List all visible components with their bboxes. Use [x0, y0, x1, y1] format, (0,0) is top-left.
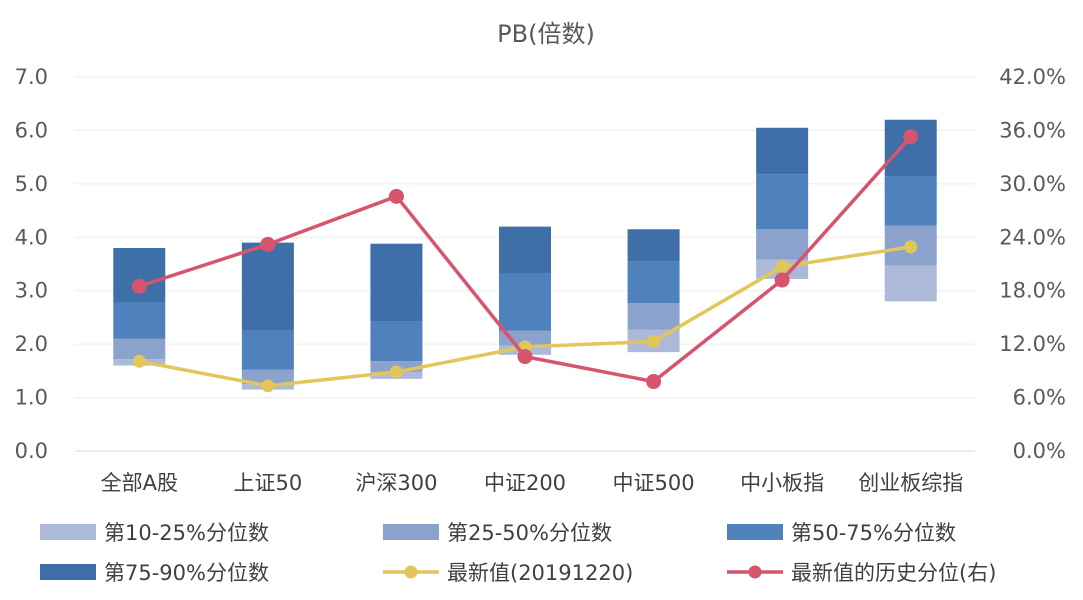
latest-value-point [261, 379, 275, 393]
legend-swatch [383, 524, 439, 540]
bar-segment-50-75 [884, 176, 937, 226]
legend-label: 第25-50%分位数 [447, 521, 612, 545]
left-tick-label: 0.0 [15, 439, 48, 463]
bar-segment-25-50 [627, 303, 680, 330]
right-tick-label: 6.0% [1013, 386, 1066, 410]
legend: 第10-25%分位数 第25-50%分位数 第50-75%分位数第75-90%分位数… [40, 521, 996, 585]
legend-swatch [40, 524, 96, 540]
bar-segment-75-90 [627, 229, 680, 262]
percentile-point [388, 188, 404, 204]
bar-segment-10-25 [884, 265, 937, 302]
category-label: 中证500 [613, 471, 695, 495]
bar-segment-50-75 [113, 302, 166, 339]
category-labels: 全部A股 上证50 沪深300 中证200 中证500 中小板指 创业板综指 [101, 471, 964, 495]
left-tick-label: 6.0 [15, 118, 48, 142]
percentile-point [517, 349, 533, 365]
legend-label: 最新值(20191220) [447, 561, 633, 585]
left-tick-label: 1.0 [15, 386, 48, 410]
bar-segment-75-90 [241, 242, 294, 331]
left-tick-label: 7.0 [15, 65, 48, 89]
legend-marker [748, 565, 762, 579]
bar-segment-25-50 [113, 338, 166, 360]
latest-value-point [904, 240, 918, 254]
legend-swatch [40, 564, 96, 580]
category-label: 沪深300 [355, 471, 437, 495]
left-tick-label: 3.0 [15, 279, 48, 303]
right-tick-label: 24.0% [999, 225, 1066, 249]
bar-segment-75-90 [370, 243, 423, 322]
latest-value-point [132, 354, 146, 368]
category-label: 创业板综指 [858, 471, 963, 495]
right-tick-label: 36.0% [999, 118, 1066, 142]
right-tick-label: 12.0% [999, 332, 1066, 356]
legend-label: 第50-75%分位数 [791, 521, 956, 545]
percentile-point [646, 374, 662, 390]
right-tick-label: 42.0% [999, 65, 1066, 89]
legend-swatch [727, 524, 783, 540]
right-tick-label: 0.0% [1013, 439, 1066, 463]
category-label: 中证200 [484, 471, 566, 495]
right-tick-label: 18.0% [999, 279, 1066, 303]
category-label: 中小板指 [740, 471, 824, 495]
bar-segment-50-75 [756, 174, 809, 230]
bar-segment-75-90 [884, 119, 937, 177]
percentile-point [774, 272, 790, 288]
left-tick-label: 5.0 [15, 172, 48, 196]
latest-value-point [775, 260, 789, 274]
right-tick-label: 30.0% [999, 172, 1066, 196]
legend-label: 第10-25%分位数 [104, 521, 269, 545]
series-lines [131, 129, 919, 393]
left-axis-ticks: 7.0 6.0 5.0 4.0 3.0 2.0 1.0 0.0 [15, 65, 48, 463]
bar-segment-50-75 [370, 321, 423, 362]
right-axis-ticks: 42.0% 36.0% 30.0% 24.0% 18.0% 12.0% 6.0% 0.0% [999, 65, 1066, 463]
left-tick-label: 4.0 [15, 225, 48, 249]
latest-value-point [647, 334, 661, 348]
bar-segment-50-75 [627, 261, 680, 304]
category-label: 上证50 [233, 471, 302, 495]
legend-label: 最新值的历史分位(右) [791, 561, 996, 585]
chart-title: PB(倍数) [497, 20, 595, 48]
bar-segment-25-50 [756, 229, 809, 260]
bar-segment-75-90 [756, 127, 809, 175]
percentile-point [903, 129, 919, 145]
percentile-point [131, 278, 147, 294]
percentile-point [260, 236, 276, 252]
bar-segment-25-50 [241, 369, 294, 385]
legend-marker [404, 565, 418, 579]
bar-segment-50-75 [241, 330, 294, 370]
category-label: 全部A股 [101, 471, 178, 495]
bar-segment-50-75 [499, 273, 551, 331]
bar-segment-75-90 [499, 226, 551, 274]
bar-segment-75-90 [113, 247, 166, 303]
legend-label: 第75-90%分位数 [104, 561, 269, 585]
left-tick-label: 2.0 [15, 332, 48, 356]
latest-value-point [389, 365, 403, 379]
